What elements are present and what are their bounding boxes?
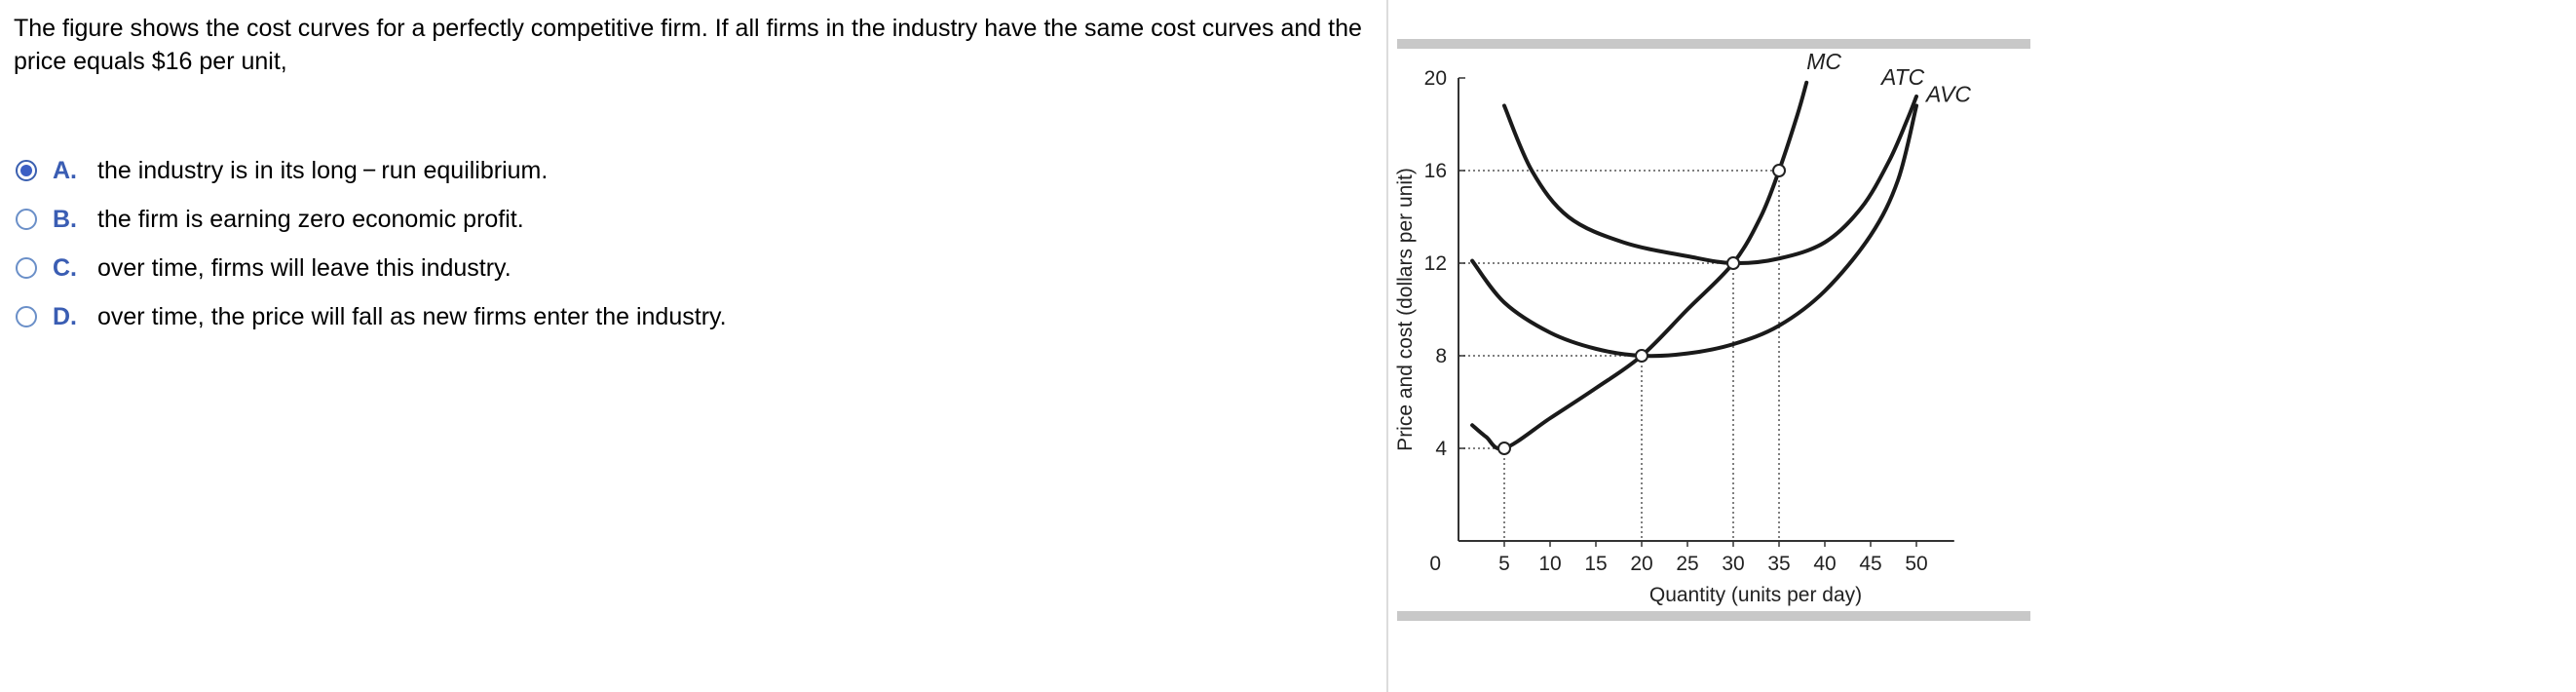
option-text: the industry is in its long − run equili… — [97, 156, 549, 184]
x-tick-label: 30 — [1722, 553, 1744, 575]
answer-options: A. the industry is in its long − run equi… — [16, 146, 727, 341]
labels: 5 10 15 20 25 30 35 40 45 50 4 8 12 16 20 0 Quantity (un… — [1394, 49, 1971, 606]
option-c[interactable]: C. over time, firms will leave this indus… — [16, 244, 727, 292]
y-tick-label: 8 — [1435, 345, 1447, 367]
figure-bottom-bar — [1397, 611, 2030, 621]
x-tick-label: 50 — [1905, 553, 1927, 575]
intersection-marker — [1726, 256, 1740, 270]
y-axis-title: Price and cost (dollars per unit) — [1394, 168, 1417, 451]
markers — [1497, 164, 1786, 455]
x-axis-title: Quantity (units per day) — [1649, 584, 1862, 606]
x-tick-label: 25 — [1676, 553, 1698, 575]
question-text: The figure shows the cost curves for a p… — [14, 15, 1362, 75]
option-text: the firm is earning zero economic profit… — [97, 205, 524, 233]
y-tick-label: 4 — [1435, 438, 1447, 460]
mc-curve — [1470, 80, 1809, 451]
x-tick-label: 5 — [1498, 553, 1510, 575]
option-a[interactable]: A. the industry is in its long − run equi… — [16, 146, 727, 195]
y-tick-label: 16 — [1424, 160, 1447, 182]
mc-label: MC — [1806, 49, 1841, 74]
option-letter: D. — [53, 302, 77, 330]
option-text: over time, firms will leave this industr… — [97, 253, 511, 282]
avc-curve — [1470, 103, 1918, 359]
radio-button[interactable] — [16, 209, 37, 230]
option-d[interactable]: D. over time, the price will fall as new … — [16, 292, 727, 341]
figure-top-bar — [1397, 39, 2030, 49]
radio-button[interactable] — [16, 306, 37, 327]
origin-label: 0 — [1429, 553, 1441, 575]
option-letter: A. — [53, 156, 77, 184]
axes — [1458, 77, 1954, 547]
atc-label: ATC — [1879, 64, 1925, 90]
intersection-marker — [1635, 349, 1648, 363]
x-tick-label: 40 — [1813, 553, 1836, 575]
x-tick-label: 20 — [1630, 553, 1652, 575]
pane-divider — [1386, 0, 1388, 692]
radio-button[interactable] — [16, 160, 37, 181]
option-text: over time, the price will fall as new fi… — [97, 302, 727, 330]
x-tick-label: 15 — [1584, 553, 1607, 575]
intersection-marker — [1497, 442, 1511, 455]
cost-curves-figure: 5 10 15 20 25 30 35 40 45 50 4 8 12 16 20 0 Quantity (un… — [1394, 39, 2030, 621]
x-tick-label: 35 — [1767, 553, 1790, 575]
x-tick-label: 10 — [1538, 553, 1561, 575]
option-b[interactable]: B. the firm is earning zero economic prof… — [16, 195, 727, 244]
radio-button[interactable] — [16, 257, 37, 279]
guide-lines — [1458, 170, 1780, 541]
atc-curve — [1502, 95, 1918, 266]
option-letter: C. — [53, 253, 77, 282]
x-tick-label: 45 — [1859, 553, 1881, 575]
radio-selected-dot — [20, 165, 32, 176]
avc-label: AVC — [1924, 82, 1971, 107]
y-tick-label: 12 — [1424, 252, 1447, 275]
y-tick-label: 20 — [1424, 67, 1447, 90]
curves — [1470, 80, 1918, 451]
option-letter: B. — [53, 205, 77, 233]
intersection-marker — [1772, 164, 1786, 177]
